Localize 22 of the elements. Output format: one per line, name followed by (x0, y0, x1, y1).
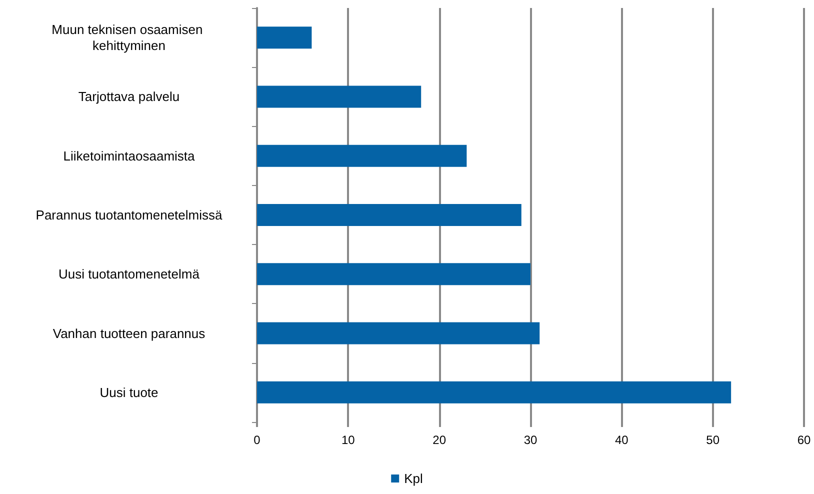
y-tick-label: Muun teknisen osaamisen kehittyminen (52, 22, 206, 54)
x-tick-label: 10 (341, 433, 356, 447)
bar (257, 204, 522, 226)
bar (257, 263, 530, 286)
x-tick-label: 0 (254, 433, 261, 447)
bar (257, 144, 467, 167)
x-tick-label: 20 (432, 433, 446, 447)
x-tick-label: 40 (614, 433, 629, 447)
bar (257, 381, 732, 404)
x-tick-label: 60 (797, 433, 811, 447)
legend-label: Kpl (404, 471, 424, 486)
bar (257, 322, 540, 344)
bar (257, 86, 422, 108)
x-tick-label: 30 (524, 433, 538, 447)
y-tick-label: Uusi tuote (100, 384, 158, 400)
y-tick-label: Uusi tuotantomenetelmä (58, 266, 200, 282)
x-tick-label: 50 (706, 433, 720, 447)
y-tick-label: Vanhan tuotteen parannus (52, 326, 206, 341)
bar (257, 26, 312, 49)
y-tick-label: Parannus tuotantomenetelmissä (36, 208, 223, 222)
y-tick-label: Tarjottava palvelu (78, 89, 180, 104)
y-tick-label: Liiketoimintaosaamista (63, 148, 196, 164)
